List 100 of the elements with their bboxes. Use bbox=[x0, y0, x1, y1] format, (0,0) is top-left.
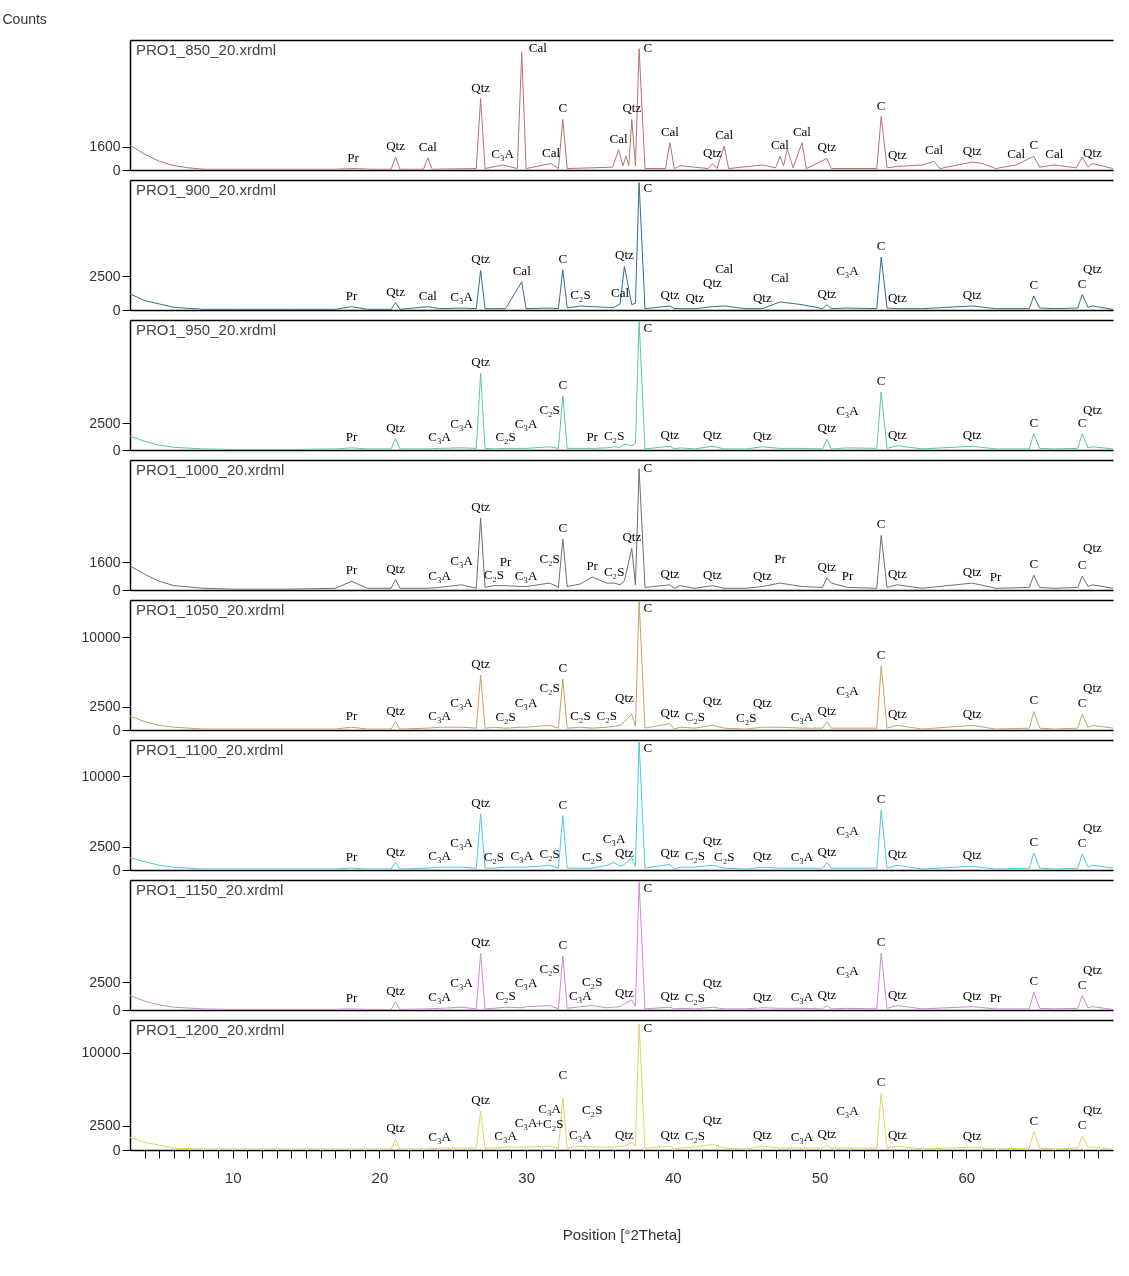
annotation: C₃A bbox=[510, 848, 534, 864]
annotation: C₂S bbox=[539, 551, 560, 567]
y-tick-label: 0 bbox=[112, 581, 121, 598]
annotation: C₃A bbox=[836, 402, 860, 418]
annotation: Qtz bbox=[817, 843, 837, 859]
annotation: C bbox=[558, 100, 568, 116]
annotation: Qtz bbox=[752, 988, 772, 1004]
annotation: Qtz bbox=[962, 987, 982, 1003]
annotation: Cal bbox=[1007, 145, 1026, 161]
annotation: Qtz bbox=[386, 560, 406, 576]
annotation: Pr bbox=[989, 989, 1003, 1005]
annotation: C bbox=[558, 519, 568, 535]
annotation: C₃A bbox=[514, 567, 539, 583]
annotation: Qtz bbox=[471, 1092, 491, 1108]
x-tick-label: 20 bbox=[371, 1168, 389, 1186]
y-tick-label: 2500 bbox=[89, 973, 121, 990]
x-tick-label: 50 bbox=[811, 1168, 829, 1186]
annotation: Qtz bbox=[471, 251, 491, 267]
annotation: C bbox=[1077, 557, 1087, 573]
annotation: Cal bbox=[770, 269, 790, 285]
annotation: Qtz bbox=[817, 1126, 837, 1142]
y-tick-label: 0 bbox=[112, 301, 121, 318]
annotation: Qtz bbox=[817, 558, 837, 574]
annotation: C₂S bbox=[495, 709, 516, 725]
annotation: C bbox=[1029, 834, 1039, 850]
annotation: Cal bbox=[1045, 145, 1064, 161]
annotation: C bbox=[1029, 414, 1039, 430]
annotation: Qtz bbox=[615, 689, 635, 705]
annotation: C₃A bbox=[836, 262, 860, 278]
annotation: C bbox=[643, 460, 653, 475]
annotation: C₂S bbox=[684, 989, 706, 1005]
annotation: C₃A bbox=[428, 989, 452, 1005]
chart-title: PRO1_1050_20.xrdml bbox=[136, 601, 285, 618]
annotation: Pr bbox=[499, 553, 513, 569]
annotation: C bbox=[558, 659, 568, 675]
annotation: C bbox=[876, 516, 886, 532]
annotation: Qtz bbox=[386, 843, 406, 859]
annotation: Qtz bbox=[1083, 961, 1103, 977]
y-tick-label: 0 bbox=[112, 861, 121, 878]
annotation: Qtz bbox=[887, 426, 907, 442]
annotation: Qtz bbox=[1083, 401, 1103, 417]
annotation: C bbox=[1077, 695, 1087, 711]
annotation: Qtz bbox=[703, 274, 723, 290]
annotation: Qtz bbox=[752, 848, 772, 864]
annotation: C₃A bbox=[790, 989, 814, 1005]
annotation: C₃A bbox=[428, 429, 452, 445]
y-tick-label: 2500 bbox=[89, 1117, 121, 1134]
annotation: C₃A bbox=[428, 848, 452, 864]
annotation: Qtz bbox=[471, 354, 491, 370]
annotation: Qtz bbox=[386, 982, 406, 998]
annotation: Pr bbox=[989, 569, 1003, 585]
annotation: C₂S bbox=[713, 849, 735, 865]
annotation: C bbox=[643, 740, 653, 755]
annotation: Pr bbox=[774, 551, 787, 567]
chart-title: PRO1_1000_20.xrdml bbox=[136, 461, 285, 478]
annotation: C₃A bbox=[491, 145, 515, 161]
annotation: Qtz bbox=[887, 565, 907, 581]
chart-title: PRO1_1200_20.xrdml bbox=[136, 1021, 285, 1038]
annotation: Qtz bbox=[703, 427, 723, 443]
annotation: C₃A bbox=[428, 568, 452, 584]
annotation: C₂S bbox=[539, 960, 560, 976]
annotation: Qtz bbox=[752, 289, 772, 305]
annotation: Qtz bbox=[752, 427, 772, 443]
annotation: Qtz bbox=[471, 656, 491, 672]
annotation: C bbox=[1029, 276, 1039, 292]
annotation: Qtz bbox=[660, 845, 680, 861]
annotation: Qtz bbox=[887, 289, 907, 305]
annotation: Cal bbox=[418, 138, 438, 154]
annotation: C bbox=[558, 796, 568, 812]
y-tick-label: 1600 bbox=[89, 553, 121, 570]
annotation: C₂S bbox=[539, 846, 560, 862]
annotation: C₃A bbox=[514, 695, 539, 711]
annotation: Qtz bbox=[386, 1120, 406, 1136]
annotation: Qtz bbox=[887, 846, 907, 862]
annotation: C₂S bbox=[570, 708, 591, 724]
annotation: Qtz bbox=[615, 247, 635, 263]
annotation: Qtz bbox=[615, 1127, 635, 1143]
annotation: Qtz bbox=[660, 1127, 680, 1143]
annotation: Qtz bbox=[386, 419, 406, 435]
annotation: C bbox=[876, 97, 886, 113]
annotation: Qtz bbox=[615, 984, 635, 1000]
y-tick-label: 10000 bbox=[81, 628, 121, 645]
annotation: Cal bbox=[770, 137, 790, 153]
annotation: Qtz bbox=[962, 427, 982, 443]
annotation: C₃A bbox=[450, 288, 474, 304]
annotation: C₂S bbox=[495, 988, 516, 1004]
annotation: Cal bbox=[528, 40, 548, 55]
annotation: Qtz bbox=[1083, 260, 1103, 276]
annotation: C₂S bbox=[603, 427, 625, 443]
annotation: C₂S bbox=[539, 680, 560, 696]
annotation: C bbox=[1029, 692, 1039, 708]
annotation: Qtz bbox=[660, 704, 680, 720]
x-tick-label: 30 bbox=[518, 1168, 535, 1186]
annotation: Qtz bbox=[622, 529, 642, 545]
annotation: C bbox=[1077, 275, 1087, 291]
annotation: C₂S bbox=[495, 429, 516, 445]
annotation: C bbox=[558, 376, 568, 392]
annotation: C₂S bbox=[581, 973, 603, 989]
annotation: Qtz bbox=[887, 147, 907, 163]
annotation: Cal bbox=[609, 130, 628, 146]
